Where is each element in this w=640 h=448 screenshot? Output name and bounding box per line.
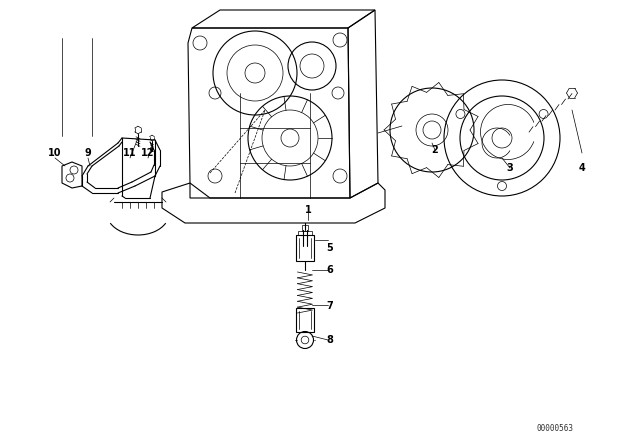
Text: 1: 1: [305, 205, 312, 215]
Text: 5: 5: [326, 243, 333, 253]
Text: 8: 8: [326, 335, 333, 345]
Bar: [302, 225, 308, 231]
Text: 7: 7: [326, 301, 333, 311]
Bar: [296, 235, 314, 261]
Text: 00000563: 00000563: [536, 423, 573, 432]
Text: 11: 11: [124, 148, 137, 158]
Text: 10: 10: [48, 148, 61, 158]
Text: 12: 12: [141, 148, 155, 158]
Bar: [296, 308, 314, 332]
Bar: [298, 231, 312, 235]
Text: 4: 4: [579, 163, 586, 173]
Text: 6: 6: [326, 265, 333, 275]
Text: 9: 9: [84, 148, 92, 158]
Text: 3: 3: [507, 163, 513, 173]
Text: 2: 2: [431, 145, 438, 155]
Circle shape: [423, 121, 441, 139]
